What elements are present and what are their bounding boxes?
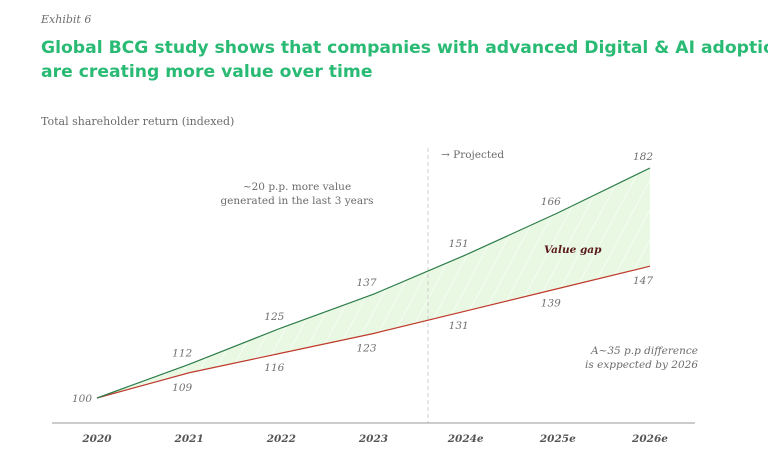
- x-tick-2024e: 2024e: [447, 433, 484, 445]
- point-label-other-2022: 116: [264, 362, 284, 374]
- left-note-line-1: ~20 p.p. more value: [243, 181, 351, 193]
- x-tick-2022: 2022: [266, 433, 296, 445]
- x-tick-2026e: 2026e: [631, 433, 668, 445]
- point-label-other-2025e: 139: [541, 298, 561, 310]
- x-tick-2025e: 2025e: [539, 433, 576, 445]
- chart-title-line-1: Global BCG study shows that companies wi…: [41, 38, 768, 58]
- value-gap-area: [97, 168, 650, 398]
- exhibit-label: Exhibit 6: [41, 13, 92, 26]
- point-label-other-2021: 109: [172, 382, 192, 394]
- series-line-other: [96, 265, 651, 399]
- x-axis-ticks: 2020 2021 2022 2023 2024e 2025e 2026e: [81, 433, 668, 445]
- point-label-advanced-2021: 112: [172, 347, 192, 359]
- other-point-labels: 109 116 123 131 139 147: [172, 275, 653, 394]
- right-note-line-1: A~35 p.p difference: [590, 345, 698, 357]
- point-label-other-2026e: 147: [633, 275, 653, 287]
- value-gap-label: Value gap: [544, 244, 602, 256]
- x-tick-2021: 2021: [174, 433, 204, 445]
- chart-title: Global BCG study shows that companies wi…: [41, 36, 768, 84]
- advanced-point-labels: 100 112 125 137 151 166 182: [72, 151, 653, 405]
- projected-label: → Projected: [441, 149, 504, 161]
- point-label-advanced-2025e: 166: [541, 196, 561, 208]
- right-note-line-2: is exppected by 2026: [585, 359, 698, 371]
- point-label-other-2024e: 131: [449, 320, 469, 332]
- chart-title-line-2: are creating more value over time: [41, 62, 373, 82]
- point-label-advanced-2024e: 151: [449, 238, 469, 250]
- point-label-advanced-2023: 137: [356, 277, 376, 289]
- point-label-advanced-2022: 125: [264, 311, 284, 323]
- point-label-other-2023: 123: [356, 342, 376, 354]
- left-note-line-2: generated in the last 3 years: [220, 195, 373, 207]
- y-axis-label: Total shareholder return (indexed): [41, 115, 235, 128]
- point-label-start: 100: [72, 393, 92, 405]
- series-line-advanced: [96, 167, 651, 399]
- x-tick-2020: 2020: [81, 433, 112, 445]
- point-label-advanced-2026e: 182: [633, 151, 653, 163]
- x-tick-2023: 2023: [358, 433, 388, 445]
